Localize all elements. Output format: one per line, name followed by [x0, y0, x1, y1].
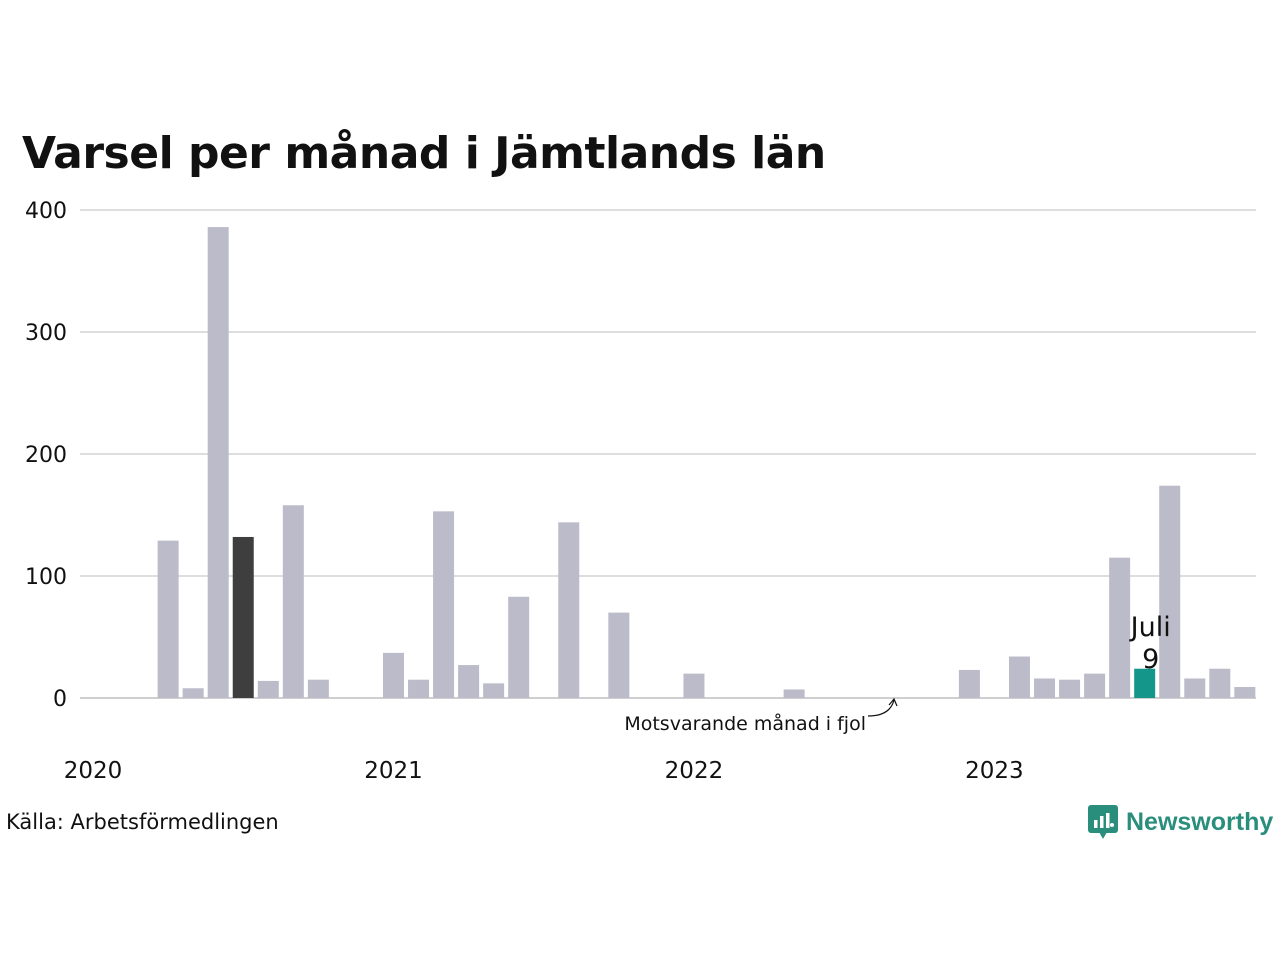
bar: [1234, 687, 1256, 698]
bar-same-month-last-year: [232, 536, 254, 698]
bar: [683, 673, 705, 698]
gridlines: [80, 209, 1256, 699]
y-tick-label: 400: [25, 199, 67, 224]
bar: [558, 522, 580, 698]
bar: [1008, 656, 1030, 698]
bar: [783, 689, 805, 698]
bar: [1159, 485, 1181, 698]
bar: [433, 511, 455, 698]
annotation-arrow: [867, 699, 895, 717]
bar: [157, 540, 179, 698]
bar: [257, 680, 279, 698]
x-tick-label: 2023: [965, 758, 1024, 784]
bar: [1059, 679, 1081, 698]
y-tick-label: 200: [25, 443, 67, 468]
annotation-text: Motsvarande månad i fjol: [624, 712, 866, 735]
bar: [207, 227, 229, 698]
x-axis-year-labels: 2020 2021 2022 2023: [64, 758, 1024, 784]
bar: [608, 612, 630, 698]
chart-title: Varsel per månad i Jämtlands län: [22, 128, 826, 179]
x-tick-label: 2020: [64, 758, 123, 784]
highlight-month-label: Juli: [1129, 612, 1171, 643]
source-note: Källa: Arbetsförmedlingen: [6, 810, 279, 834]
bar: [458, 665, 480, 698]
bar: [1209, 668, 1231, 698]
annotation-arrowhead: [888, 697, 898, 707]
bar: [182, 688, 204, 698]
annotation: Motsvarande månad i fjol: [624, 697, 898, 735]
highlight-value-label: 9: [1142, 644, 1159, 675]
bar: [958, 669, 980, 698]
bar: [483, 683, 505, 698]
x-tick-label: 2021: [364, 758, 423, 784]
y-axis-tick-labels: 0 100 200 300 400: [25, 199, 67, 712]
bar: [1084, 673, 1106, 698]
y-tick-label: 100: [25, 565, 67, 590]
bar: [408, 679, 430, 698]
bar: [1109, 557, 1131, 698]
bar: [282, 505, 304, 698]
bar-current-month: [1134, 668, 1156, 698]
bar: [508, 596, 530, 698]
newsworthy-logo: Newsworthy: [1088, 804, 1273, 840]
newsworthy-logo-icon: [1088, 805, 1118, 839]
bar: [1034, 678, 1056, 698]
x-tick-label: 2022: [665, 758, 724, 784]
bar: [307, 679, 329, 698]
bars: [157, 227, 1256, 698]
y-tick-label: 300: [25, 321, 67, 346]
bar: [382, 652, 404, 698]
bar: [1184, 678, 1206, 698]
y-tick-label: 0: [53, 687, 67, 712]
logo-text: Newsworthy: [1126, 807, 1274, 836]
